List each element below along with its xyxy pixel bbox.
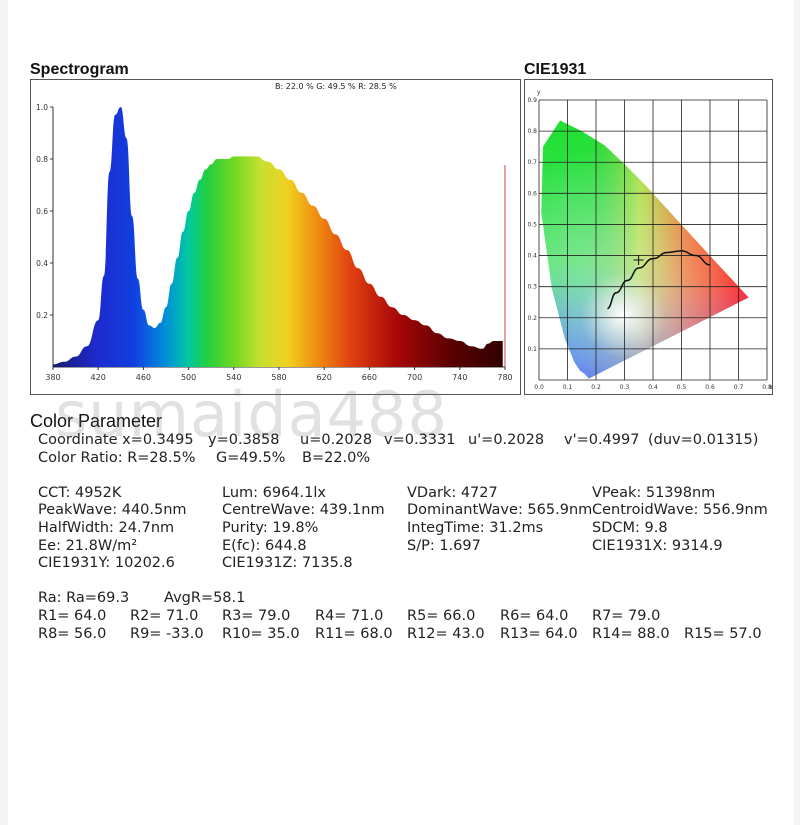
cie-x-tick-label: 0.5 — [677, 384, 687, 391]
r-index-value: R12= 43.0 — [407, 625, 485, 642]
param-cell: E(fc): 644.8 — [222, 537, 307, 554]
r-index-value: R5= 66.0 — [407, 607, 476, 624]
cie-y-tick-label: 0.6 — [527, 190, 537, 197]
cie-y-tick-label: 0.5 — [527, 221, 537, 228]
coord-u: u=0.2028 — [300, 432, 373, 448]
planckian-locus — [607, 250, 711, 310]
spec-y-tick-label: 1.0 — [36, 103, 48, 112]
cie-y-tick-label: 0.7 — [527, 159, 537, 166]
spec-x-tick-label: 700 — [407, 373, 422, 382]
param-cell: DominantWave: 565.9nm — [407, 502, 593, 519]
r-index-value: R3= 79.0 — [222, 607, 291, 624]
spectrum-area — [53, 107, 503, 367]
r-index-value: R13= 64.0 — [500, 625, 578, 642]
cie-y-tick-label: 0.1 — [527, 346, 537, 353]
param-cell: CIE1931X: 9314.9 — [592, 537, 723, 554]
coord-u-prime: u'=0.2028 — [468, 432, 545, 448]
r-index-value: R14= 88.0 — [592, 625, 670, 642]
param-cell: Purity: 19.8% — [222, 519, 319, 536]
spec-x-tick-label: 580 — [271, 373, 286, 382]
spec-x-tick-label: 780 — [497, 373, 512, 382]
coord-v-prime: v'=0.4997 — [564, 432, 640, 448]
param-cell: HalfWidth: 24.7nm — [38, 519, 175, 536]
cie-y-tick-label: 0.4 — [527, 253, 537, 260]
r-index-value: R15= 57.0 — [684, 625, 762, 642]
cie-x-tick-label: 0.1 — [563, 384, 573, 391]
ratio-b: B=22.0% — [302, 449, 371, 466]
spec-x-tick-label: 740 — [452, 373, 467, 382]
cie-x-axis-label: x — [769, 384, 772, 391]
param-cell: VDark: 4727 — [407, 484, 498, 501]
spec-x-tick-label: 460 — [136, 373, 151, 382]
spectrogram-panel: B: 22.0 % G: 49.5 % R: 28.5 % 380 420 460 5… — [30, 79, 521, 395]
avg-r-value: AvgR=58.1 — [164, 590, 246, 607]
coord-v: v=0.3331 — [384, 432, 456, 448]
cie-chart: 0.0 0.1 0.2 0.3 0.4 0.5 0.6 0.7 0.8 0.1 0.2 0.3 0.4 0… — [527, 89, 772, 391]
param-cell: IntegTime: 31.2ms — [407, 519, 544, 536]
spec-x-tick-label: 660 — [362, 373, 377, 382]
cie-x-tick-label: 0.8 — [762, 384, 772, 391]
ra-value: Ra: Ra=69.3 — [38, 590, 130, 607]
spec-x-tick-label: 540 — [226, 373, 241, 382]
cie-y-tick-label: 0.8 — [527, 128, 537, 135]
spectrogram-chart: 380 420 460 500 540 580 620 660 700 740 780 0.2 0.4 0… — [36, 103, 513, 382]
color-parameters: Coordinate x=0.3495 y=0.3858 u=0.2028 v=… — [30, 432, 768, 643]
coord-duv: (duv=0.01315) — [648, 432, 759, 448]
param-cell: VPeak: 51398nm — [592, 484, 716, 501]
param-cell: Lum: 6964.1lx — [222, 484, 326, 501]
cie-x-tick-label: 0.6 — [705, 384, 715, 391]
cie-y-tick-label: 0.3 — [527, 284, 537, 291]
spec-y-tick-label: 0.6 — [36, 207, 48, 216]
cie-y-tick-label: 0.2 — [527, 315, 537, 322]
cie-x-tick-label: 0.4 — [648, 384, 658, 391]
cie-y-tick-label: 0.9 — [527, 97, 537, 104]
spec-y-tick-label: 0.4 — [36, 259, 48, 268]
param-cell: PeakWave: 440.5nm — [38, 502, 187, 519]
cie-x-tick-label: 0.2 — [591, 384, 601, 391]
r-index-value: R11= 68.0 — [315, 625, 393, 642]
r-index-value: R7= 79.0 — [592, 607, 661, 624]
spec-x-tick-label: 620 — [317, 373, 332, 382]
r-index-value: R9= -33.0 — [130, 625, 204, 642]
cie-title: CIE1931 — [524, 61, 587, 78]
r-index-value: R8= 56.0 — [38, 625, 107, 642]
spec-x-tick-label: 420 — [91, 373, 106, 382]
spectrogram-ratio-header: B: 22.0 % G: 49.5 % R: 28.5 % — [275, 82, 397, 91]
cie-x-tick-label: 0.3 — [620, 384, 630, 391]
params-title: Color Parameter — [30, 411, 163, 431]
r-index-value: R10= 35.0 — [222, 625, 300, 642]
r-index-value: R6= 64.0 — [500, 607, 569, 624]
r-index-value: R4= 71.0 — [315, 607, 384, 624]
coord-x: Coordinate x=0.3495 — [38, 432, 194, 448]
param-cell: CCT: 4952K — [38, 484, 122, 501]
spec-y-tick-label: 0.2 — [36, 311, 48, 320]
param-cell: Ee: 21.8W/m² — [38, 537, 138, 554]
cie-gamut-fill — [541, 120, 749, 379]
r-index-value: R2= 71.0 — [130, 607, 199, 624]
param-cell: CentreWave: 439.1nm — [222, 502, 385, 519]
cie-x-tick-label: 0.7 — [734, 384, 744, 391]
coord-y: y=0.3858 — [208, 432, 280, 448]
spec-x-tick-label: 380 — [45, 373, 60, 382]
spec-x-tick-label: 500 — [181, 373, 196, 382]
cie-x-tick-label: 0.0 — [534, 384, 544, 391]
spectrogram-title: Spectrogram — [30, 61, 129, 78]
param-cell: CentroidWave: 556.9nm — [592, 502, 768, 519]
cie-y-axis-label: y — [537, 89, 541, 96]
r-index-value: R1= 64.0 — [38, 607, 107, 624]
param-cell: CIE1931Z: 7135.8 — [222, 555, 353, 572]
param-cell: SDCM: 9.8 — [592, 519, 668, 536]
ratio-g: G=49.5% — [216, 449, 286, 466]
cie-panel: 0.0 0.1 0.2 0.3 0.4 0.5 0.6 0.7 0.8 0.1 0.2 0.3 0.4 0… — [524, 79, 773, 395]
ratio-r: Color Ratio: R=28.5% — [38, 449, 196, 466]
param-cell: CIE1931Y: 10202.6 — [38, 555, 175, 572]
spec-y-tick-label: 0.8 — [36, 155, 48, 164]
param-cell: S/P: 1.697 — [407, 537, 481, 554]
